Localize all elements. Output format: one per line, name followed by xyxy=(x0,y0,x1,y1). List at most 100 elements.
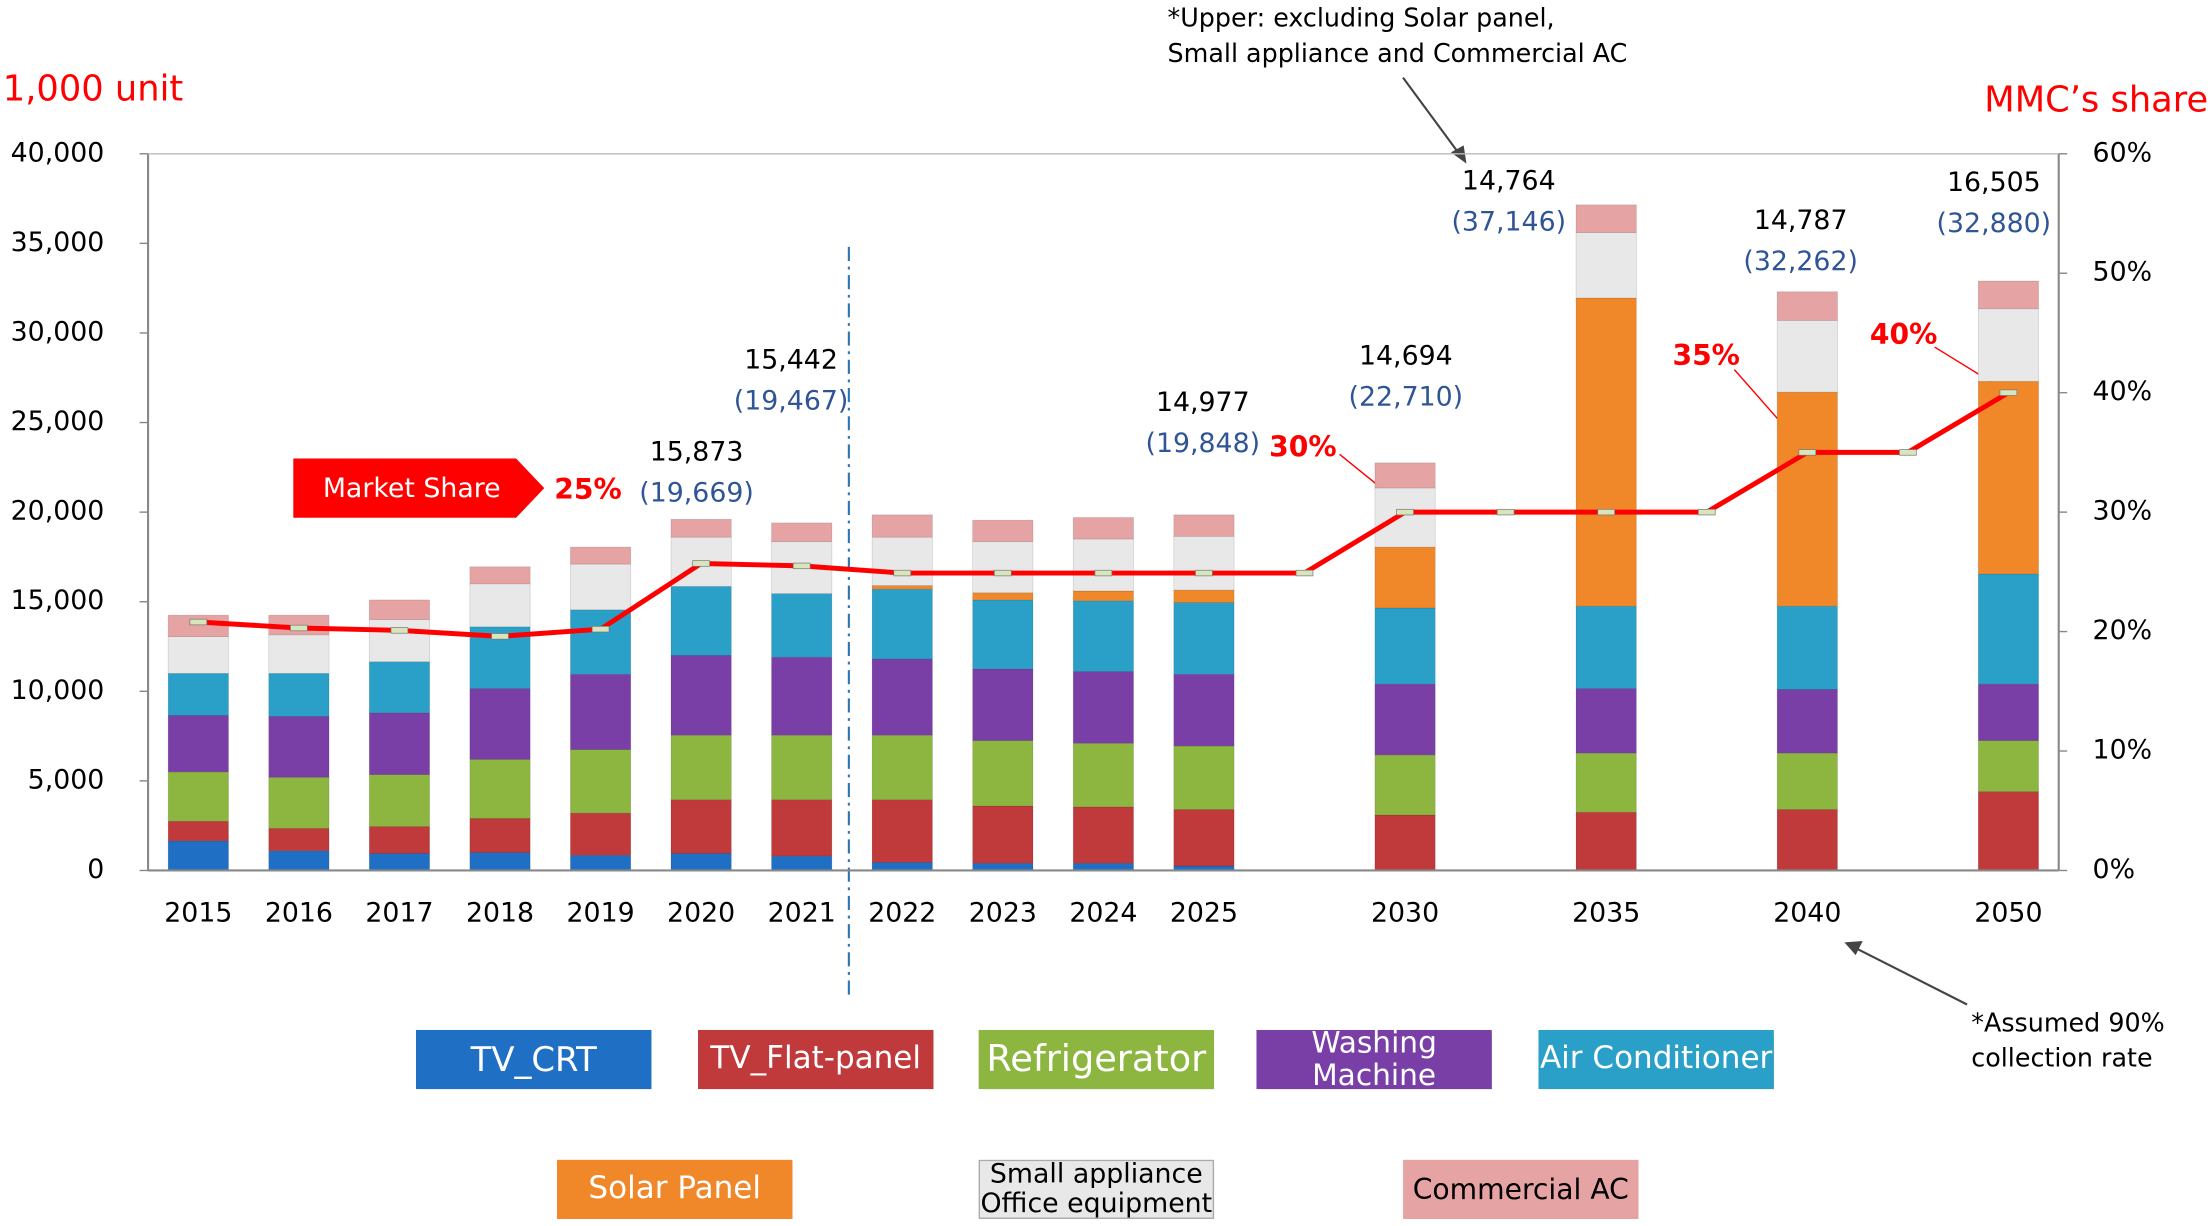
total-label: (19,848) xyxy=(1146,428,1261,459)
x-tick-label: 2022 xyxy=(868,898,936,929)
note-arrow xyxy=(1402,76,1464,159)
y-tick-label: 40,000 xyxy=(11,137,105,168)
bar-segment xyxy=(167,636,229,674)
total-upper-label: 16,505 xyxy=(1947,167,2041,198)
bar-segment xyxy=(1072,538,1134,592)
share-marker xyxy=(491,633,509,640)
bar-segment xyxy=(268,634,330,674)
note-arrow-head xyxy=(1844,941,1863,956)
bar-segment xyxy=(469,566,531,585)
y-axis-label: 1,000 unit xyxy=(3,68,183,109)
x-tick-label: 2017 xyxy=(365,898,433,929)
x-tick-label: 2024 xyxy=(1069,898,1137,929)
y-tick-label: 5,000 xyxy=(28,764,105,795)
bar-segment xyxy=(972,862,1034,871)
share-marker xyxy=(591,626,610,633)
y-tick-label: 30,000 xyxy=(11,316,105,347)
share-marker xyxy=(692,560,710,567)
y2-tick-label: 10% xyxy=(2093,735,2153,766)
x-tick-label: 2050 xyxy=(1974,898,2042,929)
bar-segment xyxy=(1072,517,1134,540)
legend-label: Commercial AC xyxy=(1403,1159,1639,1219)
bar-segment xyxy=(268,776,330,829)
total-upper-label: 15,442 xyxy=(744,345,838,376)
plot-area xyxy=(167,204,2039,871)
bar-segment xyxy=(670,586,732,656)
x-tick-label: 2018 xyxy=(466,898,534,929)
bar-segment xyxy=(771,734,833,801)
bar-segment xyxy=(771,593,833,658)
bar-segment xyxy=(570,749,632,814)
bar-segment xyxy=(1776,689,1838,754)
share-marker xyxy=(1697,508,1716,516)
share-label: 40% xyxy=(1870,318,1937,351)
share-marker xyxy=(1899,449,1917,456)
y2-tick-label: 20% xyxy=(2093,615,2153,646)
bar-segment xyxy=(167,840,229,871)
share-marker xyxy=(1094,569,1113,577)
bar-segment xyxy=(771,656,833,736)
bar-segment xyxy=(1977,380,2039,575)
x-tick-label: 2015 xyxy=(164,898,232,929)
bar-segment xyxy=(167,771,229,822)
bar-segment xyxy=(670,799,732,854)
bar-segment xyxy=(1072,742,1134,808)
market-share-tag-label: Market Share xyxy=(323,473,501,504)
bar-segment xyxy=(1374,462,1436,489)
legend-label: TV_CRT xyxy=(415,1029,652,1090)
bar-segment xyxy=(167,820,229,842)
bar-segment xyxy=(268,828,330,852)
bar-segment xyxy=(1575,297,1637,607)
bar-segment xyxy=(1977,308,2039,382)
share-marker xyxy=(1496,508,1515,516)
y2-axis-label: MMC’s share xyxy=(1984,80,2208,121)
bar-segment xyxy=(1776,809,1838,871)
bar-segment xyxy=(972,599,1034,670)
bar-segment xyxy=(469,818,531,853)
note: Small appliance and Commercial AC xyxy=(1168,38,1628,68)
bar-segment xyxy=(1776,320,1838,393)
bar-segment xyxy=(1575,204,1637,233)
x-tick-label: 2025 xyxy=(1170,898,1238,929)
bar-segment xyxy=(972,740,1034,807)
y-tick-label: 0 xyxy=(87,854,104,885)
share-marker xyxy=(189,618,208,626)
bar-segment xyxy=(871,862,933,871)
legend-item: TV_Flat-panel xyxy=(697,1029,934,1090)
note: collection rate xyxy=(1971,1043,2152,1073)
bar-segment xyxy=(670,853,732,871)
bar-segment xyxy=(268,673,330,717)
bar-segment xyxy=(972,541,1034,594)
note-arrow xyxy=(1852,945,1968,1006)
bar-segment xyxy=(1374,607,1436,685)
bar-segment xyxy=(368,599,430,620)
x-tick-label: 2020 xyxy=(667,898,735,929)
bar-segment xyxy=(1575,811,1637,871)
legend-item: Washing Machine xyxy=(1256,1029,1492,1090)
share-marker xyxy=(390,627,409,634)
bar-segment xyxy=(1575,752,1637,813)
bar-segment xyxy=(1374,814,1436,871)
bar-segment xyxy=(1173,602,1235,675)
bar-segment xyxy=(1173,809,1235,867)
x-tick-label: 2016 xyxy=(265,898,333,929)
bar-segment xyxy=(1977,683,2039,741)
share-marker xyxy=(893,569,912,577)
bar-segment xyxy=(368,853,430,871)
total-label: (22,710) xyxy=(1349,381,1464,412)
legend-label: Small appliance Office equipment xyxy=(978,1159,1215,1219)
legend-label: Air Conditioner xyxy=(1538,1029,1774,1090)
bar-segment xyxy=(368,661,430,714)
bar-segment xyxy=(1173,745,1235,810)
total-upper-label: 14,977 xyxy=(1156,387,1250,418)
y2-tick-label: 60% xyxy=(2093,137,2153,168)
share-marker xyxy=(290,624,308,632)
legend-label: Washing Machine xyxy=(1256,1029,1492,1090)
total-label: (32,880) xyxy=(1937,208,2052,239)
x-tick-label: 2035 xyxy=(1572,898,1640,929)
bar-segment xyxy=(972,668,1034,741)
y-tick-label: 10,000 xyxy=(11,675,105,706)
legend-item: Small appliance Office equipment xyxy=(978,1159,1215,1219)
bar-segment xyxy=(1072,671,1134,744)
